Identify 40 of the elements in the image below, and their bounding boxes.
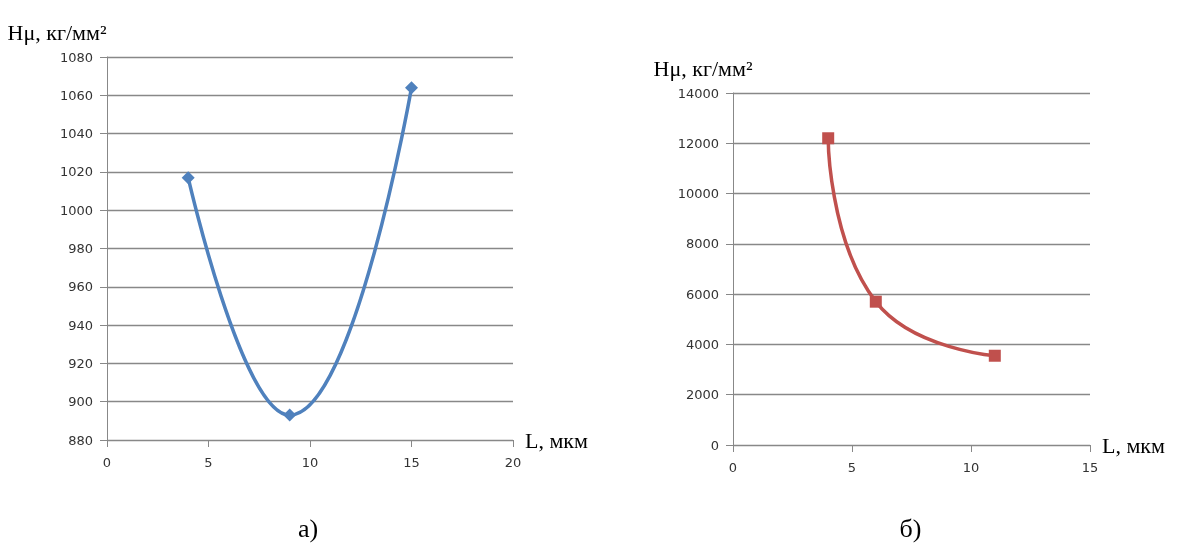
y-tick-label: 1080 [59, 49, 93, 65]
point [405, 81, 418, 95]
y-tick-label: 4000 [685, 336, 719, 352]
y-tick-label: 10000 [677, 186, 719, 202]
point [822, 132, 835, 145]
x-tick-label: 5 [204, 455, 213, 470]
point [181, 171, 195, 185]
y-tick-label: 2000 [685, 387, 719, 403]
y-tick-label: 14000 [677, 85, 719, 101]
y-tick-label: 6000 [685, 286, 719, 302]
x-tick-label: 0 [728, 460, 738, 475]
y-tick-label: 940 [68, 317, 93, 333]
y-tick-label: 0 [710, 437, 719, 453]
y-tick-label: 12000 [677, 135, 719, 151]
x-axis-title: L, мкм [525, 427, 589, 453]
y-tick-label: 1040 [59, 126, 93, 142]
y-axis-title: Hμ, кг/мм² [653, 55, 753, 81]
point [988, 349, 1001, 362]
text: а) [298, 513, 319, 543]
text: б) [899, 513, 922, 543]
x-axis-title: L, мкм [1102, 432, 1166, 458]
y-tick-label: 900 [68, 394, 93, 410]
x-tick-label: 20 [504, 455, 522, 470]
x-tick-label: 15 [1081, 460, 1099, 475]
y-tick-label: 980 [68, 241, 93, 256]
x-tick-label: 5 [847, 460, 857, 475]
y-tick-label: 880 [68, 432, 93, 448]
y-tick-label: 8000 [685, 236, 719, 252]
x-tick-label: 10 [301, 455, 319, 470]
y-tick-label: 1020 [59, 164, 93, 180]
y-tick-label: 920 [68, 355, 93, 371]
point [283, 408, 297, 422]
y-tick-label: 1000 [59, 202, 93, 218]
x-tick-label: 10 [962, 460, 980, 475]
y-tick-label: 960 [68, 279, 93, 295]
y-tick-label: 1060 [59, 87, 93, 103]
y-axis-title: Hμ, кг/мм² [7, 19, 107, 45]
x-tick-label: 15 [403, 455, 420, 470]
point [869, 295, 882, 308]
x-tick-label: 0 [102, 455, 112, 470]
